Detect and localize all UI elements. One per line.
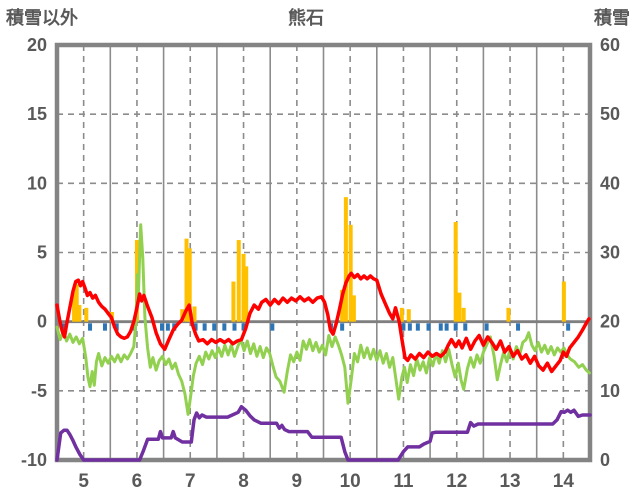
left-axis-tick-label: 5 [37,243,47,263]
x-axis-tick-label: 12 [446,471,467,492]
right-axis-tick-label: 20 [600,312,620,332]
snow-tick [407,323,412,331]
snow-tick [160,323,165,331]
left-axis-tick-label: 10 [27,173,47,193]
right-axis-tick-label: 0 [600,450,610,470]
x-axis-tick-label: 14 [553,471,575,492]
precip-bar [187,248,192,322]
snow-tick [232,323,237,331]
left-axis-tick-label: -5 [31,381,47,401]
snow-tick [202,323,207,331]
chart-title: 熊石 [288,7,324,28]
snow-tick [444,323,449,331]
precip-bar [231,281,236,322]
purple-line [55,404,592,462]
x-axis-tick-label: 13 [499,471,520,492]
x-axis-tick-label: 10 [340,471,361,492]
snow-tick [270,323,275,331]
precip-bar [461,307,466,322]
snow-tick [193,323,198,331]
snow-tick [102,323,107,331]
precip-bar [192,306,197,322]
left-axis-tick-label: 0 [37,312,47,332]
snow-tick [61,323,66,331]
precip-bar [340,289,345,322]
precip-bar [351,295,356,322]
precip-bar [453,222,458,322]
precip-bar [343,197,348,322]
snow-tick [516,323,521,331]
snow-tick [222,323,227,331]
snow-tick [566,323,571,331]
snow-tick [114,323,119,331]
snow-tick [463,323,468,331]
snow-tick [453,323,458,331]
precip-bar [74,284,79,322]
purple-line-series [55,404,592,462]
x-axis-tick-label: 6 [132,471,143,492]
x-axis-tick-label: 8 [238,471,249,492]
snow-tick [340,323,345,331]
snow-tick [415,323,420,331]
precip-bar [241,253,246,322]
snow-tick [426,323,431,331]
snow-tick [88,323,93,331]
snow-tick [241,323,246,331]
precip-bar [406,309,411,322]
snow-tick [401,323,406,331]
snow-tick [438,323,443,331]
x-axis-tick-label: 11 [393,471,414,492]
left-axis-tick-label: 20 [27,35,47,55]
right-axis-tick-label: 50 [600,104,620,124]
right-axis-tick-label: 30 [600,243,620,263]
snow-tick [212,323,217,331]
precip-bar [77,305,82,322]
snow-tick [484,323,489,331]
precip-bar [244,266,249,322]
precip-bar [236,240,241,322]
x-axis-tick-label: 9 [292,471,303,492]
left-axis-title: 積雪以外 [5,7,78,28]
data-series [55,197,592,462]
plot-frame [54,42,593,463]
blue-ticks-series [61,323,571,331]
right-axis-tick-label: 60 [600,35,620,55]
green-line-series [55,223,591,416]
left-axis-tick-label: -10 [21,450,47,470]
right-axis-tick-label: 40 [600,173,620,193]
plot-border [54,42,593,463]
green-line [55,223,591,416]
left-axis-tick-label: 15 [27,104,47,124]
precip-bar [506,307,511,322]
red-line-series [55,271,591,374]
precip-bar [84,307,89,322]
precip-bar [561,281,566,322]
precip-bar [457,292,462,322]
snow-tick [165,323,170,331]
red-line [55,271,591,374]
x-axis-tick-label: 7 [185,471,196,492]
precip-bar [184,238,189,322]
x-axis-tick-label: 5 [78,471,89,492]
precip-bar [72,292,77,322]
precip-bar [399,307,404,322]
right-axis-tick-label: 10 [600,381,620,401]
right-axis-title: 積雪 [593,7,630,28]
